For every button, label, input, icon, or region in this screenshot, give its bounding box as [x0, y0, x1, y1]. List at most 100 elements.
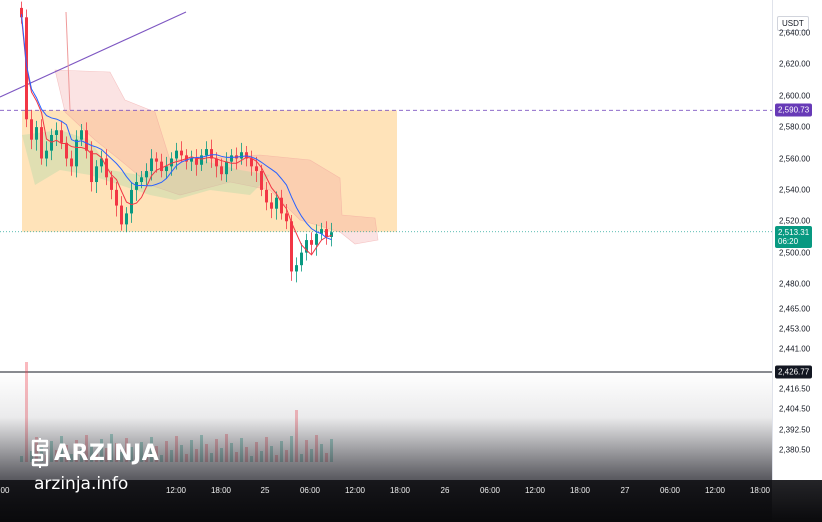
- candle-body: [325, 229, 328, 237]
- candle-body: [250, 158, 253, 167]
- arzinja-logo-icon: [31, 438, 49, 468]
- candle-body: [300, 252, 303, 266]
- time-tick-label: 06:00: [659, 486, 681, 495]
- volume-bar: [205, 444, 208, 462]
- time-tick-label: 06:00: [479, 486, 501, 495]
- currency-unit-label[interactable]: USDT: [777, 16, 809, 31]
- candle-body: [145, 171, 148, 178]
- brand-name: ARZINJA: [54, 440, 160, 466]
- volume-bar: [245, 447, 248, 462]
- last-price-value: 2,513.31: [778, 227, 810, 237]
- volume-bar: [230, 443, 233, 462]
- candle-body: [205, 149, 208, 156]
- candle-body: [215, 158, 218, 167]
- time-tick-label: 12:00: [704, 486, 726, 495]
- candle-body: [50, 134, 53, 151]
- price-tick-label: 2,465.00: [779, 304, 811, 314]
- price-tick-label: 2,580.00: [779, 122, 811, 132]
- candle-body: [125, 213, 128, 225]
- candle-body: [225, 161, 228, 175]
- candle-body: [30, 119, 33, 140]
- candle-body: [110, 177, 113, 190]
- candle-body: [40, 127, 43, 159]
- volume-bar: [235, 452, 238, 462]
- volume-bar: [325, 453, 328, 462]
- candle-body: [280, 197, 283, 214]
- time-tick-label: 12:00: [344, 486, 366, 495]
- candle-body: [265, 189, 268, 203]
- trend-line: [0, 11, 187, 98]
- candle-body: [230, 155, 233, 162]
- candle-body: [70, 158, 73, 167]
- candle-body: [285, 213, 288, 222]
- volume-bar: [215, 439, 218, 462]
- candle-body: [90, 150, 93, 183]
- alert-level-tag: 2,590.73: [775, 103, 813, 117]
- candle-body: [295, 265, 298, 272]
- price-tick-label: 2,540.00: [779, 185, 811, 195]
- price-tick-label: 2,404.50: [779, 404, 811, 414]
- price-tick-label: 2,380.50: [779, 445, 811, 455]
- candle-body: [195, 158, 198, 165]
- volume-bar: [170, 450, 173, 462]
- candle-body: [240, 152, 243, 159]
- candle-body: [55, 130, 58, 135]
- ichimoku-cloud-bearish: [54, 69, 379, 245]
- volume-bar: [190, 440, 193, 462]
- candle-body: [275, 197, 278, 209]
- price-tick-label: 2,520.00: [779, 216, 811, 226]
- time-tick-label: 18:00: [389, 486, 411, 495]
- price-axis[interactable]: USDT 2,640.00 2,620.00 2,600.00 2,580.00 2,5…: [772, 0, 822, 480]
- candle-body: [95, 166, 98, 183]
- candle-body: [45, 150, 48, 159]
- volume-bar: [195, 449, 198, 462]
- time-tick-label: 27: [620, 486, 630, 495]
- candle-body: [270, 202, 273, 209]
- candle-body: [260, 171, 263, 190]
- volume-bar: [20, 456, 23, 462]
- volume-bar: [270, 446, 273, 462]
- candle-body: [130, 189, 133, 214]
- volume-bar: [220, 448, 223, 462]
- volume-bar: [260, 451, 263, 462]
- candle-body: [35, 127, 38, 140]
- price-tick-label: 2,600.00: [779, 91, 811, 101]
- crosshair-level-tag: 2,426.77: [775, 365, 813, 379]
- candle-body: [80, 130, 83, 140]
- time-tick-label: 06:00: [299, 486, 321, 495]
- volume-bar: [200, 435, 203, 462]
- volume-bar: [330, 439, 333, 462]
- price-tick-label: 2,500.00: [779, 248, 811, 258]
- candle-body: [220, 166, 223, 175]
- candle-body: [85, 130, 88, 151]
- fast-moving-average: [21, 17, 332, 256]
- candle-body: [290, 221, 293, 272]
- price-tick-label: 2,640.00: [779, 28, 811, 38]
- volume-bar: [305, 440, 308, 462]
- volume-bar: [310, 449, 313, 462]
- candle-body: [180, 150, 183, 156]
- candle-body: [60, 130, 63, 143]
- time-tick-label: 18:00: [210, 486, 232, 495]
- candle-body: [190, 158, 193, 162]
- volume-bar: [240, 438, 243, 462]
- time-tick-label: 26: [440, 486, 450, 495]
- candle-body: [305, 240, 308, 253]
- time-axis[interactable]: 00 12:00 18:00 25 06:00 12:00 18:00 26 06:00 12:0…: [0, 480, 822, 500]
- price-chart[interactable]: [0, 0, 772, 480]
- price-tick-label: 2,416.50: [779, 384, 811, 394]
- volume-bar: [320, 444, 323, 462]
- volume-bar: [285, 450, 288, 462]
- price-tick-label: 2,560.00: [779, 154, 811, 163]
- candle-body: [155, 158, 158, 162]
- volume-bar: [280, 441, 283, 462]
- lagging-span: [65, 11, 71, 111]
- candle-body: [150, 158, 153, 172]
- volume-bar: [295, 410, 298, 462]
- volume-bar: [165, 441, 168, 462]
- volume-bar: [300, 454, 303, 462]
- candle-body: [105, 158, 108, 178]
- footer-band: [0, 480, 822, 522]
- price-tick-label: 2,480.00: [779, 279, 811, 289]
- candle-body: [200, 155, 203, 165]
